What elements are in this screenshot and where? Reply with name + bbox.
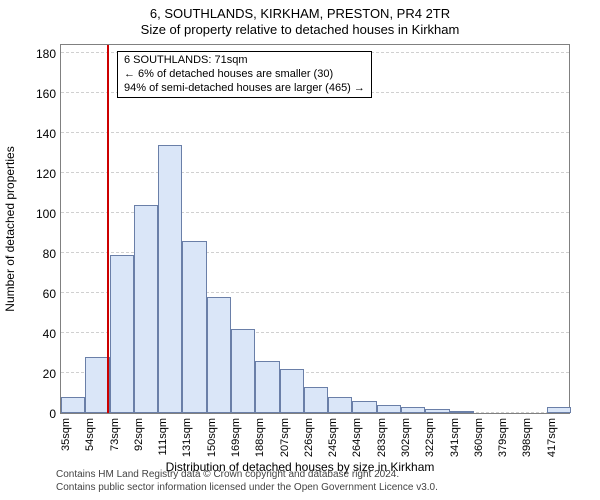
y-tick-label: 180: [6, 48, 56, 60]
x-tick-label: 283sqm: [376, 418, 388, 466]
plot-area: 6 SOUTHLANDS: 71sqm ← 6% of detached hou…: [60, 44, 570, 414]
x-tick-label: 35sqm: [60, 418, 72, 466]
y-tick-label: 0: [6, 408, 56, 420]
y-tick-label: 160: [6, 88, 56, 100]
x-tick-label: 111sqm: [157, 418, 169, 466]
footer: Contains HM Land Registry data © Crown c…: [56, 469, 438, 494]
histogram-bar: [207, 297, 231, 413]
histogram-bar: [304, 387, 328, 413]
histogram-bar: [547, 407, 571, 413]
histogram-bar: [61, 397, 85, 413]
x-tick-label: 341sqm: [449, 418, 461, 466]
histogram-bar: [110, 255, 134, 413]
annotation-line1: 6 SOUTHLANDS: 71sqm: [124, 54, 365, 68]
annotation-line2: ← 6% of detached houses are smaller (30): [124, 68, 365, 82]
chart-title-desc: Size of property relative to detached ho…: [0, 22, 600, 37]
footer-line1: Contains HM Land Registry data © Crown c…: [56, 469, 438, 482]
histogram-bar: [328, 397, 352, 413]
footer-line2: Contains public sector information licen…: [56, 482, 438, 495]
histogram-bar: [352, 401, 376, 413]
x-tick-label: 245sqm: [327, 418, 339, 466]
y-tick-label: 60: [6, 288, 56, 300]
annotation-box: 6 SOUTHLANDS: 71sqm ← 6% of detached hou…: [117, 51, 372, 98]
histogram-bar: [255, 361, 279, 413]
histogram-bar: [280, 369, 304, 413]
marker-line: [107, 45, 109, 413]
x-tick-label: 322sqm: [424, 418, 436, 466]
x-tick-label: 398sqm: [521, 418, 533, 466]
x-tick-label: 226sqm: [303, 418, 315, 466]
x-tick-label: 207sqm: [279, 418, 291, 466]
x-tick-label: 73sqm: [109, 418, 121, 466]
y-tick-label: 100: [6, 208, 56, 220]
y-tick-label: 40: [6, 328, 56, 340]
histogram-bar: [425, 409, 449, 413]
y-tick-label: 20: [6, 368, 56, 380]
chart-title-address: 6, SOUTHLANDS, KIRKHAM, PRESTON, PR4 2TR: [0, 6, 600, 21]
x-tick-label: 188sqm: [254, 418, 266, 466]
x-tick-label: 379sqm: [497, 418, 509, 466]
y-tick-label: 120: [6, 168, 56, 180]
x-tick-label: 131sqm: [181, 418, 193, 466]
y-tick-label: 140: [6, 128, 56, 140]
x-tick-label: 150sqm: [206, 418, 218, 466]
chart-root: 6, SOUTHLANDS, KIRKHAM, PRESTON, PR4 2TR…: [0, 0, 600, 500]
histogram-bar: [231, 329, 255, 413]
histogram-bar: [85, 357, 109, 413]
histogram-bar: [401, 407, 425, 413]
histogram-bar: [158, 145, 182, 413]
y-tick-label: 80: [6, 248, 56, 260]
x-tick-label: 92sqm: [133, 418, 145, 466]
annotation-line3: 94% of semi-detached houses are larger (…: [124, 82, 365, 96]
histogram-bar: [377, 405, 401, 413]
x-tick-label: 302sqm: [400, 418, 412, 466]
x-tick-label: 360sqm: [473, 418, 485, 466]
x-tick-label: 169sqm: [230, 418, 242, 466]
bars: [61, 45, 569, 413]
histogram-bar: [134, 205, 158, 413]
histogram-bar: [182, 241, 206, 413]
x-tick-label: 54sqm: [84, 418, 96, 466]
x-tick-label: 264sqm: [351, 418, 363, 466]
histogram-bar: [450, 411, 474, 413]
x-tick-label: 417sqm: [546, 418, 558, 466]
